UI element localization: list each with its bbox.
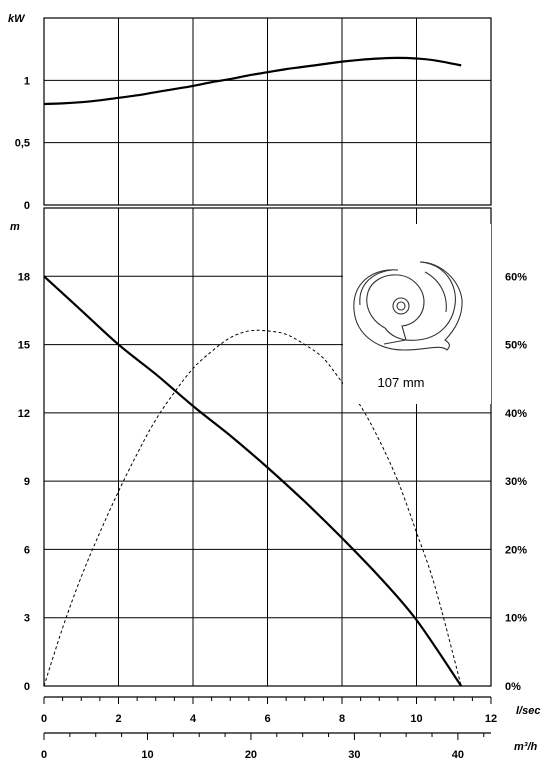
efficiency-y-tick-label: 50% [505,340,527,352]
flow-lsec-tick-label: 2 [115,713,121,725]
efficiency-curve [43,329,462,687]
flow-m3h-tick-label: 30 [348,749,360,761]
flow-m3h-axis: 0 10 20 30 40 [41,732,491,761]
power-y-axis: 00,51 [15,75,30,212]
flow-lsec-tick-label: 10 [410,713,422,725]
head-y-axis-label: m [10,221,20,233]
flow-m3h-tick-label: 0 [41,749,47,761]
efficiency-y-tick-label: 0% [505,681,521,693]
efficiency-y-tick-label: 30% [505,476,527,488]
head-frame [43,207,492,687]
head-y-tick-label: 9 [24,476,30,488]
flow-m3h-tick-label: 40 [452,749,464,761]
head-y-tick-label: 18 [18,271,30,283]
efficiency-y-tick-label: 10% [505,613,527,625]
flow-lsec-tick-label: 12 [485,713,497,725]
head-y-tick-label: 12 [18,408,30,420]
flow-lsec-axis: 0 2 4 6 8 10 12 [41,696,497,725]
head-y-tick-label: 15 [18,340,30,352]
power-grid [43,17,492,206]
flow-lsec-tick-label: 6 [264,713,270,725]
flow-lsec-axis-label: l/sec [516,705,540,717]
efficiency-y-tick-label: 20% [505,544,527,556]
power-y-tick-label: 0,5 [15,138,30,150]
power-y-tick-label: 1 [24,75,30,87]
power-curve [43,56,462,106]
power-panel: 00,51 kW [8,13,492,212]
head-panel: 0 3 6 9 12 15 18 0% 10% 20% 30% 40% 50% 60% m 107 mm [10,207,527,693]
impeller-icon [353,261,463,351]
efficiency-y-axis: 0% 10% 20% 30% 40% 50% 60% [505,271,527,693]
flow-lsec-tick-label: 8 [339,713,345,725]
head-y-tick-label: 0 [24,681,30,693]
flow-m3h-axis-label: m³/h [514,741,538,753]
flow-lsec-tick-label: 0 [41,713,47,725]
flow-lsec-tick-label: 4 [190,713,197,725]
power-frame [43,17,492,206]
impeller-legend: 107 mm [343,224,491,404]
efficiency-y-tick-label: 40% [505,408,527,420]
head-curve [43,275,463,687]
head-y-tick-label: 6 [24,544,30,556]
power-y-tick-label: 0 [24,200,30,212]
head-y-tick-label: 3 [24,613,30,625]
power-y-axis-label: kW [8,13,26,25]
flow-m3h-tick-label: 10 [141,749,153,761]
head-y-axis: 0 3 6 9 12 15 18 [18,271,30,693]
flow-m3h-tick-label: 20 [245,749,257,761]
efficiency-y-tick-label: 60% [505,271,527,283]
impeller-size-label: 107 mm [378,375,425,390]
head-grid [43,207,492,687]
